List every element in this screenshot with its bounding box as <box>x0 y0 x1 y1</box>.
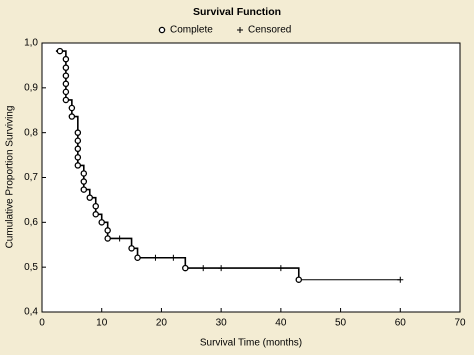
complete-point <box>62 96 70 104</box>
complete-point <box>182 264 189 272</box>
complete-point <box>104 235 111 242</box>
complete-point <box>80 178 88 185</box>
legend-marker <box>158 26 166 34</box>
complete-point <box>74 129 82 136</box>
complete-point <box>56 47 64 55</box>
complete-point <box>128 245 135 252</box>
censored-point <box>218 265 225 272</box>
complete-point <box>68 104 76 112</box>
complete-point <box>295 276 303 283</box>
survival-curve <box>55 50 300 280</box>
x-tick-label: 60 <box>395 318 407 329</box>
complete-point <box>80 186 88 193</box>
complete-point <box>62 88 70 96</box>
x-axis-title: Survival Time (months) <box>200 338 302 349</box>
complete-point <box>98 219 105 226</box>
complete-point <box>74 145 82 153</box>
complete-point <box>92 211 99 218</box>
y-tick-label: 1,0 <box>24 38 38 49</box>
censored-point <box>116 235 123 242</box>
complete-point <box>80 170 88 177</box>
x-tick-label: 30 <box>216 318 228 329</box>
complete-point <box>62 55 70 63</box>
censored-point <box>152 254 159 261</box>
censored-point <box>170 254 177 261</box>
complete-point <box>92 202 99 210</box>
complete-point <box>74 162 82 169</box>
legend-label: Censored <box>248 25 291 36</box>
complete-point <box>74 137 82 144</box>
chart-title: Survival Function <box>193 6 281 18</box>
censored-point <box>397 276 404 283</box>
x-tick-label: 50 <box>335 318 347 329</box>
y-tick-label: 0,4 <box>24 307 38 318</box>
y-tick-label: 0,9 <box>24 82 38 93</box>
x-tick-label: 20 <box>156 318 168 329</box>
complete-point <box>62 80 70 88</box>
complete-point <box>68 113 76 120</box>
legend-marker <box>237 27 243 33</box>
y-tick-label: 0,8 <box>24 127 38 138</box>
y-tick-label: 0,5 <box>24 262 38 273</box>
legend-label: Complete <box>170 25 213 36</box>
censored-point <box>200 265 207 272</box>
x-tick-label: 70 <box>454 318 466 329</box>
plot-area <box>41 42 461 313</box>
y-tick-label: 0,7 <box>24 172 38 183</box>
complete-point <box>134 254 141 262</box>
complete-point <box>104 227 111 234</box>
complete-point <box>86 194 94 201</box>
complete-point <box>62 72 70 79</box>
x-tick-label: 10 <box>96 318 108 329</box>
complete-point <box>62 64 70 71</box>
complete-point <box>74 154 82 161</box>
y-axis-title: Cumulative Proportion Surviving <box>5 106 16 249</box>
x-tick-label: 40 <box>275 318 287 329</box>
x-tick-label: 0 <box>39 318 45 329</box>
y-tick-label: 0,6 <box>24 217 38 228</box>
censored-point <box>277 265 284 272</box>
